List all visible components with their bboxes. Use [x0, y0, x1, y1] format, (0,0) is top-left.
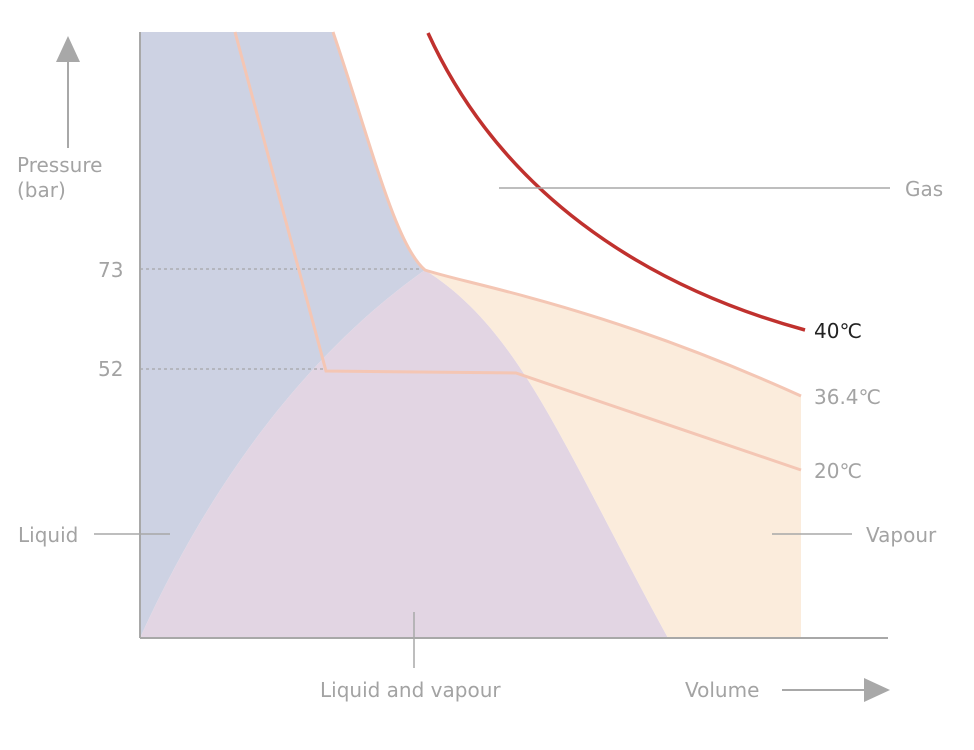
x-axis-label: Volume	[685, 678, 759, 702]
y-axis-label-line1: Pressure	[17, 153, 102, 177]
y-axis-label-line2: (bar)	[17, 178, 66, 202]
isotherm-20-label: 20℃	[814, 459, 862, 483]
gas-label: Gas	[905, 177, 943, 201]
isotherm-36-4	[331, 31, 802, 398]
two-phase-region	[140, 270, 668, 638]
x-arrow-head-icon	[864, 678, 890, 702]
liquid-and-vapour-label: Liquid and vapour	[320, 678, 501, 702]
y-arrow-head-icon	[56, 36, 80, 62]
isotherm-40-label: 40℃	[814, 319, 862, 343]
liquid-label: Liquid	[18, 523, 78, 547]
y-tick-73: 73	[98, 258, 123, 282]
vapour-region	[425, 270, 801, 638]
isotherm-20	[233, 31, 802, 472]
isotherm-36-4-label: 36.4℃	[814, 385, 881, 409]
vapour-label: Vapour	[866, 523, 937, 547]
y-tick-52: 52	[98, 357, 123, 381]
liquid-region	[140, 32, 425, 638]
isotherm-40	[426, 32, 806, 332]
